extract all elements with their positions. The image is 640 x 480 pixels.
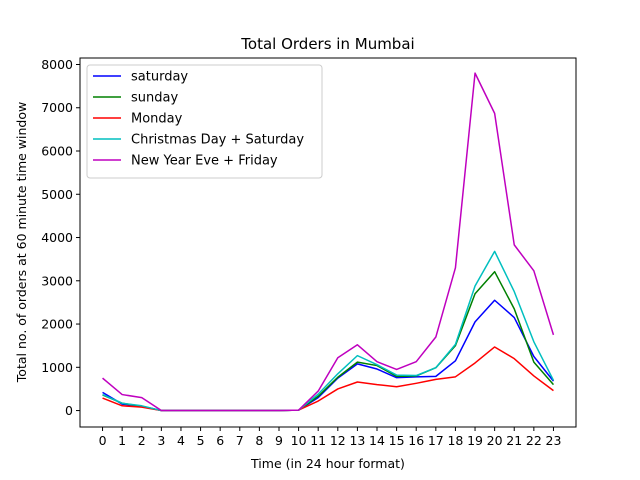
legend-label: saturday: [131, 70, 188, 85]
x-tick-label: 10: [291, 433, 307, 448]
x-tick-label: 19: [467, 433, 483, 448]
x-tick-label: 17: [428, 433, 444, 448]
y-tick-label: 1000: [41, 360, 73, 375]
x-tick-label: 5: [197, 433, 205, 448]
x-tick-label: 22: [526, 433, 542, 448]
x-tick-label: 3: [157, 433, 165, 448]
legend: saturday sunday Monday Christmas Day + Satu…: [86, 64, 323, 179]
axes-frame: [79, 57, 577, 428]
x-tick-label: 16: [408, 433, 424, 448]
legend-label: sunday: [131, 91, 178, 106]
x-axis: 0 1 2 3 4 5 6 7 8 9 10 11 12 13 14 15 16 17 18 19 20 21 22 23: [99, 427, 562, 448]
x-tick-label: 1: [118, 433, 126, 448]
x-tick-label: 7: [236, 433, 244, 448]
y-tick-label: 5000: [41, 187, 73, 202]
x-tick-label: 20: [487, 433, 503, 448]
x-tick-label: 13: [349, 433, 365, 448]
x-tick-label: 18: [447, 433, 463, 448]
x-tick-label: 14: [369, 433, 385, 448]
x-tick-label: 2: [138, 433, 146, 448]
x-axis-label: Time (in 24 hour format): [250, 456, 405, 471]
y-tick-label: 2000: [41, 317, 73, 332]
x-tick-label: 8: [255, 433, 263, 448]
x-tick-label: 4: [177, 433, 185, 448]
legend-label: Christmas Day + Saturday: [131, 133, 304, 148]
legend-label: New Year Eve + Friday: [131, 154, 278, 169]
y-axis: 0 1000 2000 3000 4000 5000 6000 7000 8000: [41, 57, 80, 418]
y-tick-label: 0: [65, 403, 73, 418]
x-tick-label: 9: [275, 433, 283, 448]
y-tick-label: 6000: [41, 144, 73, 159]
plot-area: [102, 72, 555, 412]
x-tick-label: 6: [216, 433, 224, 448]
x-tick-label: 21: [506, 433, 522, 448]
y-tick-label: 4000: [41, 230, 73, 245]
x-tick-label: 23: [546, 433, 562, 448]
legend-label: Monday: [131, 112, 183, 127]
x-tick-label: 0: [99, 433, 107, 448]
x-tick-label: 12: [330, 433, 346, 448]
y-tick-label: 8000: [41, 57, 73, 72]
x-tick-label: 15: [389, 433, 405, 448]
chart-title: Total Orders in Mumbai: [240, 35, 414, 53]
y-axis-label: Total no. of orders at 60 minute time wi…: [14, 102, 29, 383]
y-tick-label: 7000: [41, 100, 73, 115]
x-tick-label: 11: [310, 433, 326, 448]
legend-box: [86, 64, 323, 179]
series-line-4: [102, 72, 555, 412]
y-tick-label: 3000: [41, 273, 73, 288]
